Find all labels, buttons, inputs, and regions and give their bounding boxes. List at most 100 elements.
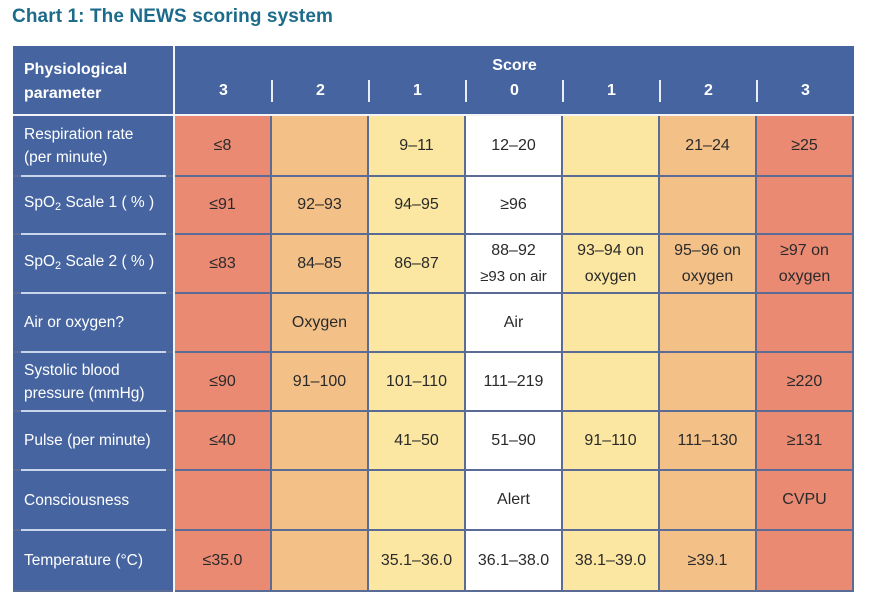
score-col-header: 2 — [704, 82, 713, 99]
score-col-header: 0 — [510, 82, 519, 99]
score-cell: 93–94 on oxygen — [563, 235, 658, 292]
row-divider — [21, 292, 166, 294]
score-cell: 12–20 — [466, 116, 561, 175]
score-divider — [756, 80, 758, 102]
parameter-label: SpO2 Scale 2 ( % ) — [13, 235, 173, 292]
score-cell: 9–11 — [369, 116, 464, 175]
score-cell — [660, 353, 755, 410]
score-cell: Air — [466, 294, 561, 351]
parameter-header-line2: parameter — [24, 85, 102, 102]
score-cell: ≤90 — [175, 353, 270, 410]
chart-title: Chart 1: The NEWS scoring system — [12, 6, 333, 27]
score-col-header: 3 — [219, 82, 228, 99]
score-cell: ≤40 — [175, 412, 270, 469]
score-cell: ≥220 — [757, 353, 852, 410]
score-cell: Alert — [466, 471, 561, 529]
score-cell — [660, 471, 755, 529]
score-cell — [757, 294, 852, 351]
score-cell: 41–50 — [369, 412, 464, 469]
score-cell: 91–100 — [272, 353, 367, 410]
parameter-column-divider — [173, 116, 175, 592]
score-cell: 88–92 ≥93 on air — [466, 235, 561, 292]
parameter-label: Consciousness — [13, 471, 173, 529]
score-cell: 111–130 — [660, 412, 755, 469]
table-row-consciousness: Consciousness Alert CVPU — [13, 471, 854, 529]
table-row-respiration-rate: Respiration rate (per minute) ≤8 9–11 12–… — [13, 116, 854, 175]
score-cell — [563, 471, 658, 529]
score-cell — [272, 412, 367, 469]
score-cell: ≤35.0 — [175, 531, 270, 590]
score-cell: 86–87 — [369, 235, 464, 292]
score-cell: ≤91 — [175, 177, 270, 233]
score-cell — [369, 294, 464, 351]
score-cell: 101–110 — [369, 353, 464, 410]
score-cell — [563, 353, 658, 410]
score-divider — [465, 80, 467, 102]
row-divider — [21, 233, 166, 235]
score-cell: CVPU — [757, 471, 852, 529]
parameter-label: Temperature (°C) — [13, 531, 173, 590]
parameter-label: Systolic blood pressure (mmHg) — [13, 353, 173, 410]
score-col-header: 2 — [316, 82, 325, 99]
score-cell — [757, 177, 852, 233]
score-cell — [563, 294, 658, 351]
score-cell — [272, 531, 367, 590]
table-header: Physiological parameter Score 3 2 1 0 1 … — [13, 46, 854, 114]
header-bottom-rule — [13, 114, 854, 116]
score-cell — [175, 471, 270, 529]
score-cell — [563, 116, 658, 175]
score-cell: 51–90 — [466, 412, 561, 469]
score-cell — [175, 294, 270, 351]
table-row-air-or-oxygen: Air or oxygen? Oxygen Air — [13, 294, 854, 351]
parameter-label: Respiration rate (per minute) — [13, 116, 173, 175]
score-cell: 84–85 — [272, 235, 367, 292]
score-col-header: 3 — [801, 82, 810, 99]
score-cell: ≤8 — [175, 116, 270, 175]
row-divider — [21, 469, 166, 471]
score-cell: 92–93 — [272, 177, 367, 233]
row-divider — [21, 351, 166, 353]
score-divider — [562, 80, 564, 102]
score-divider — [271, 80, 273, 102]
table-row-temperature: Temperature (°C) ≤35.0 35.1–36.0 36.1–38… — [13, 531, 854, 590]
score-cell: ≤83 — [175, 235, 270, 292]
table-row-spo2-scale-2: SpO2 Scale 2 ( % ) ≤83 84–85 86–87 88–92… — [13, 235, 854, 292]
score-cell — [563, 177, 658, 233]
score-cell: 95–96 on oxygen — [660, 235, 755, 292]
row-divider — [21, 529, 166, 531]
score-cell: ≥25 — [757, 116, 852, 175]
parameter-label: Pulse (per minute) — [13, 412, 173, 469]
parameter-header-line1: Physiological — [24, 61, 128, 78]
score-header: Score — [492, 57, 537, 74]
header-divider — [173, 46, 175, 114]
score-cell: 38.1–39.0 — [563, 531, 658, 590]
score-cell: Oxygen — [272, 294, 367, 351]
parameter-label: SpO2 Scale 1 ( % ) — [13, 177, 173, 233]
score-cell — [272, 471, 367, 529]
score-cell: ≥131 — [757, 412, 852, 469]
score-cell — [660, 177, 755, 233]
row-divider — [21, 175, 166, 177]
table-row-spo2-scale-1: SpO2 Scale 1 ( % ) ≤91 92–93 94–95 ≥96 — [13, 177, 854, 233]
score-cell: 21–24 — [660, 116, 755, 175]
score-cell: ≥39.1 — [660, 531, 755, 590]
score-col-header: 1 — [607, 82, 616, 99]
parameter-column-header: Physiological parameter — [24, 58, 127, 106]
score-cell: ≥97 on oxygen — [757, 235, 852, 292]
score-col-header: 1 — [413, 82, 422, 99]
score-cell: ≥96 — [466, 177, 561, 233]
score-cell — [757, 531, 852, 590]
news-scoring-table: Physiological parameter Score 3 2 1 0 1 … — [13, 46, 854, 592]
score-cell: 35.1–36.0 — [369, 531, 464, 590]
score-cell: 111–219 — [466, 353, 561, 410]
row-divider — [21, 410, 166, 412]
score-cell: 91–110 — [563, 412, 658, 469]
parameter-label: Air or oxygen? — [13, 294, 173, 351]
score-cell — [369, 471, 464, 529]
score-cell: 36.1–38.0 — [466, 531, 561, 590]
table-row-pulse: Pulse (per minute) ≤40 41–50 51–90 91–11… — [13, 412, 854, 469]
score-divider — [659, 80, 661, 102]
score-cell — [660, 294, 755, 351]
table-row-systolic-bp: Systolic blood pressure (mmHg) ≤90 91–100… — [13, 353, 854, 410]
score-cell: 94–95 — [369, 177, 464, 233]
